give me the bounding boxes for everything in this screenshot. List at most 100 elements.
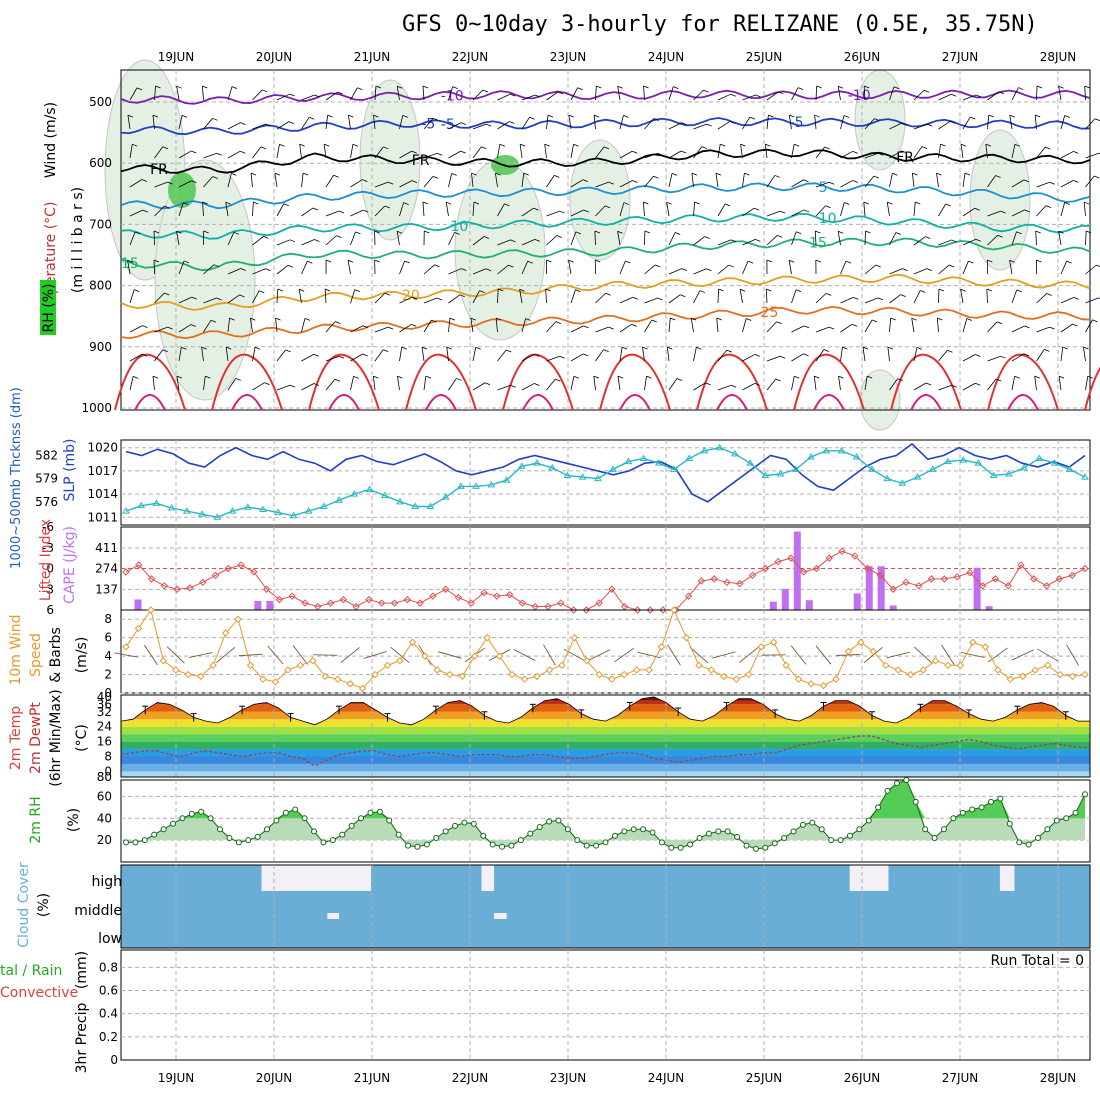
- contour-label: 25: [761, 305, 779, 321]
- wind-speed-marker: [969, 638, 977, 646]
- wind-barb: [862, 347, 866, 362]
- wind-barb: [423, 118, 434, 130]
- wind-speed-marker: [720, 672, 728, 681]
- rh-marker: [1082, 791, 1088, 798]
- wind-speed-marker: [172, 666, 180, 674]
- wind-barb: [127, 260, 131, 275]
- wind-barb: [325, 175, 334, 188]
- wind-barb: [497, 144, 501, 159]
- lifted-marker: [799, 568, 808, 576]
- wind-barb: [568, 260, 572, 275]
- wind-barb-10m: [188, 652, 213, 658]
- wind-barb-10m: [563, 648, 586, 662]
- wind-barb-flag: [814, 114, 820, 118]
- wind-speed-marker: [570, 633, 579, 642]
- wind-barb-flag: [653, 118, 659, 121]
- wind-barb: [619, 180, 633, 188]
- wind-barb-flag: [666, 201, 672, 205]
- wind-barb-flag: [362, 179, 368, 182]
- wind-barb-flag: [617, 230, 623, 234]
- rh-marker: [846, 832, 853, 839]
- wind-speed-marker: [358, 684, 367, 693]
- wind-speed-marker: [869, 647, 877, 656]
- rh-region: [454, 159, 546, 341]
- wind-barb-flag: [863, 201, 869, 205]
- wind-barb-flag: [593, 375, 599, 379]
- lifted-marker: [262, 585, 271, 593]
- rh-marker: [818, 826, 825, 833]
- slp-marker: [259, 505, 267, 513]
- wind-barb: [889, 378, 898, 391]
- wind-speed-marker: [433, 666, 442, 674]
- wind-barb-flag: [1066, 260, 1072, 264]
- wind-barb-flag: [1084, 201, 1090, 205]
- wind-barb: [373, 115, 376, 130]
- wind-barb-flag: [632, 150, 638, 154]
- wind-barb-flag: [334, 378, 341, 382]
- wind-barb: [642, 202, 645, 217]
- rh-marker: [1006, 820, 1013, 827]
- wind-barb-flag: [216, 297, 222, 301]
- wind-barb: [742, 116, 751, 130]
- wind-barb-flag: [755, 94, 761, 98]
- wind-barb: [889, 294, 901, 304]
- precip-tick: 0.2: [99, 1030, 118, 1044]
- wind-barb-flag: [964, 172, 971, 176]
- wind-barb: [325, 355, 340, 362]
- wind-barb-flag: [577, 87, 583, 91]
- cloud-gap-middle: [494, 913, 507, 919]
- rh-marker: [499, 843, 506, 850]
- wind-barb: [521, 353, 535, 362]
- wind-barb: [644, 175, 654, 188]
- wind-barb-flag: [1036, 85, 1043, 89]
- wind-barb-flag: [483, 236, 490, 239]
- wind-barb: [227, 232, 235, 246]
- slp-marker: [563, 471, 572, 479]
- wind-barb-flag: [803, 353, 809, 357]
- wind-barb-flag: [212, 117, 218, 121]
- wind-barb-flag: [603, 349, 609, 352]
- wind-barb-flag: [923, 89, 930, 93]
- wind-barb-flag: [387, 326, 394, 330]
- wind-barb-flag: [575, 231, 581, 235]
- surface-contour: [1007, 394, 1039, 411]
- y-tick-mb: 700: [89, 217, 112, 231]
- cape-bar: [793, 531, 801, 610]
- run-total: Run Total = 0: [990, 953, 1084, 969]
- wind-barb: [276, 121, 290, 130]
- rh-marker: [536, 824, 543, 831]
- wind-barb-flag: [755, 238, 761, 242]
- wind-barb-flag: [132, 143, 138, 147]
- wind-barb-flag: [231, 173, 237, 176]
- wind-barb: [742, 94, 756, 101]
- wind-barb-flag: [1035, 230, 1041, 234]
- slp-marker: [213, 513, 222, 520]
- wind-barb: [448, 318, 451, 333]
- lifted-marker: [838, 547, 846, 555]
- wind-speed-marker: [321, 672, 329, 681]
- wind-barb-flag: [582, 179, 589, 183]
- wind-barb: [644, 264, 656, 275]
- rh-region: [569, 139, 631, 261]
- wind-barb-flag: [986, 288, 992, 292]
- wind-barb-flag: [231, 86, 238, 89]
- wind-barb: [986, 288, 988, 304]
- wind-barb-flag: [546, 259, 552, 263]
- wind-barb: [129, 87, 138, 101]
- slp-marker: [441, 493, 450, 500]
- wind-barb: [742, 207, 755, 217]
- lifted-line: [125, 550, 1086, 611]
- wind-barb: [448, 232, 455, 246]
- wind-barb-flag: [852, 150, 858, 154]
- wind-barb: [301, 318, 306, 333]
- lifted-marker: [454, 593, 463, 602]
- lifted-marker: [135, 561, 143, 569]
- wind-barb: [594, 230, 596, 246]
- wind-barb-flag: [274, 172, 281, 176]
- cape-bar: [985, 606, 993, 610]
- wind-barb: [325, 91, 338, 101]
- wind-barb-flag: [239, 294, 245, 298]
- wind-barb: [717, 349, 728, 362]
- wind-barb-flag: [133, 375, 139, 379]
